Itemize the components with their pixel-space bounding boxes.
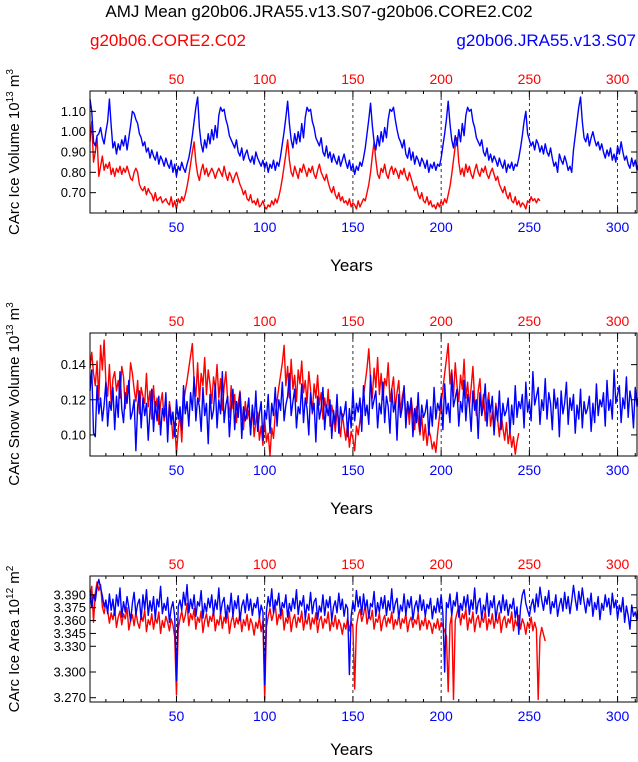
x-tick-label-bottom: 100: [253, 219, 277, 235]
x-tick-label-bottom: 200: [429, 708, 453, 724]
y-tick-label: 3.360: [53, 613, 86, 628]
y-tick-label: 3.330: [53, 639, 86, 654]
x-axis-label: Years: [330, 740, 373, 759]
x-tick-label-bottom: 300: [606, 708, 630, 724]
series-core2-line: [89, 581, 546, 701]
series-jra55-line: [89, 369, 638, 452]
x-tick-label-top: 250: [518, 71, 542, 87]
y-tick-label: 1.00: [61, 124, 86, 139]
x-tick-label-top: 50: [169, 313, 185, 329]
y-axis-label: CArc Ice Volume 1013 m3: [5, 69, 23, 235]
series-jra55-line: [89, 578, 638, 686]
y-tick-label: 3.390: [53, 587, 86, 602]
y-tick-label: 0.10: [61, 427, 86, 442]
chart-title: AMJ Mean g20b06.JRA55.v13.S07-g20b06.COR…: [105, 2, 533, 21]
x-tick-label-bottom: 100: [253, 462, 277, 478]
x-tick-label-top: 150: [341, 71, 365, 87]
y-tick-label: 3.345: [53, 626, 86, 641]
panel-1: 50 50 100 100 150 150 200 200 250 250 300 300 0.70 0.…: [5, 69, 638, 275]
x-tick-label-bottom: 50: [169, 219, 185, 235]
x-tick-label-bottom: 300: [606, 219, 630, 235]
series-core2-line: [89, 339, 520, 457]
x-axis-label: Years: [330, 499, 373, 518]
x-tick-label-bottom: 250: [518, 462, 542, 478]
x-tick-label-top: 300: [606, 556, 630, 572]
x-tick-label-top: 100: [253, 313, 277, 329]
plot-frame: [89, 332, 638, 457]
y-tick-label: 0.70: [61, 185, 86, 200]
panel-3: 50 50 100 100 150 150 200 200 250 250 300 300 3.270 3…: [5, 556, 638, 759]
x-tick-label-top: 300: [606, 71, 630, 87]
series-jra55-line: [89, 96, 638, 178]
y-tick-label: 1.10: [61, 104, 86, 119]
x-tick-label-bottom: 100: [253, 708, 277, 724]
x-tick-label-bottom: 250: [518, 708, 542, 724]
x-tick-label-top: 200: [429, 313, 453, 329]
y-tick-label: 3.270: [53, 690, 86, 705]
x-tick-label-top: 50: [169, 556, 185, 572]
y-tick-label: 3.375: [53, 600, 86, 615]
x-tick-label-top: 250: [518, 313, 542, 329]
series-core2-line: [89, 120, 541, 210]
x-tick-label-bottom: 200: [429, 462, 453, 478]
y-tick-label: 3.300: [53, 665, 86, 680]
x-tick-label-top: 100: [253, 71, 277, 87]
legend-jra55: g20b06.JRA55.v13.S07: [456, 31, 636, 50]
y-tick-label: 0.12: [61, 392, 86, 407]
x-tick-label-bottom: 150: [341, 708, 365, 724]
x-tick-label-bottom: 200: [429, 219, 453, 235]
y-axis-label: CArc Snow Volume 1013 m3: [5, 302, 23, 486]
x-tick-label-bottom: 150: [341, 219, 365, 235]
x-tick-label-bottom: 50: [169, 708, 185, 724]
x-tick-label-top: 200: [429, 71, 453, 87]
plot-frame: [89, 575, 638, 703]
x-tick-label-bottom: 50: [169, 462, 185, 478]
x-tick-label-bottom: 300: [606, 462, 630, 478]
x-tick-label-top: 150: [341, 556, 365, 572]
y-tick-label: 0.80: [61, 165, 86, 180]
x-axis-label: Years: [330, 256, 373, 275]
x-tick-label-bottom: 250: [518, 219, 542, 235]
y-tick-label: 0.90: [61, 145, 86, 160]
y-tick-label: 0.14: [61, 357, 86, 372]
x-tick-label-top: 100: [253, 556, 277, 572]
x-tick-label-top: 300: [606, 313, 630, 329]
legend-core2: g20b06.CORE2.C02: [90, 31, 246, 50]
panel-2: 50 50 100 100 150 150 200 200 250 250 300 300 0.10 0.…: [5, 302, 638, 518]
plot-frame: [89, 90, 638, 214]
x-tick-label-top: 200: [429, 556, 453, 572]
x-tick-label-top: 250: [518, 556, 542, 572]
x-tick-label-bottom: 150: [341, 462, 365, 478]
x-tick-label-top: 150: [341, 313, 365, 329]
x-tick-label-top: 50: [169, 71, 185, 87]
y-axis-label: CArc Ice Area 1012 m2: [5, 565, 23, 712]
